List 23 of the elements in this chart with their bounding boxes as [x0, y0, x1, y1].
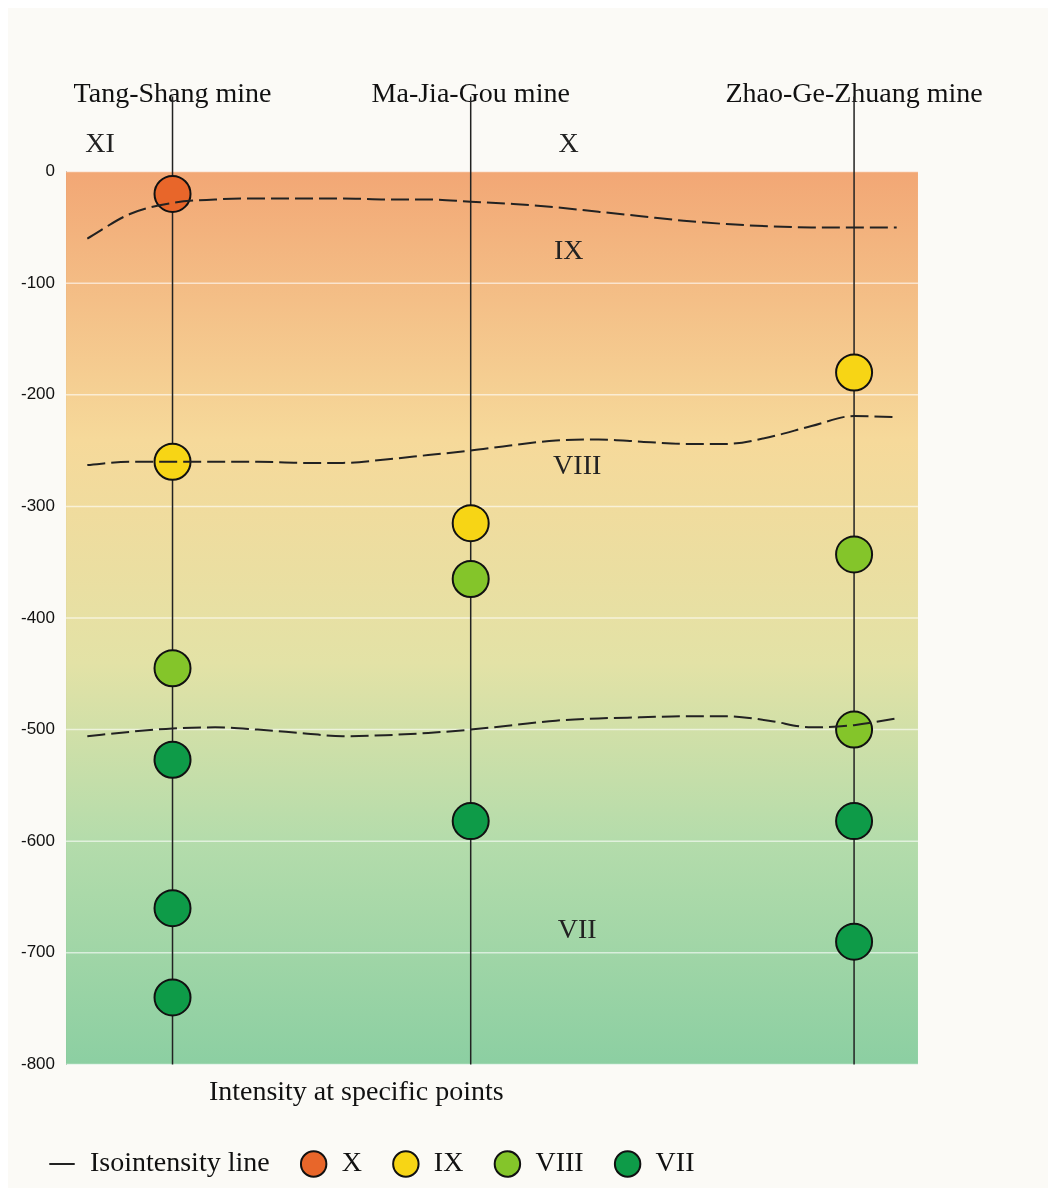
y-tick-label: -700 — [20, 942, 56, 962]
y-tick-label: -200 — [20, 384, 56, 404]
x-tick-label: Tang-Shang mine — [73, 77, 272, 109]
y-tick-label: -800 — [20, 1054, 56, 1074]
legend-label: VII — [655, 1146, 695, 1178]
legend-label: IX — [433, 1146, 464, 1178]
annotation: IX — [553, 234, 584, 266]
text: X — [558, 127, 579, 159]
y-tick-label: 0 — [45, 161, 56, 181]
legend-label: X — [341, 1146, 362, 1178]
annotation: VII — [557, 912, 597, 944]
legend-label: Isointensity line — [90, 1146, 270, 1178]
y-tick-label: -600 — [20, 830, 56, 850]
legend-label: VIII — [535, 1146, 584, 1178]
legend-title: Intensity at specific points — [208, 1074, 504, 1106]
y-tick-label: -500 — [20, 719, 56, 739]
x-tick-label: Zhao-Ge-Zhuang mine — [725, 77, 983, 109]
text: XI — [85, 127, 115, 159]
x-tick-label: Ma-Jia-Gou mine — [371, 77, 570, 109]
y-tick-label: -400 — [20, 607, 56, 627]
y-tick-label: -100 — [20, 272, 56, 292]
annotation: VIII — [553, 448, 602, 480]
y-tick-label: -300 — [20, 496, 56, 516]
